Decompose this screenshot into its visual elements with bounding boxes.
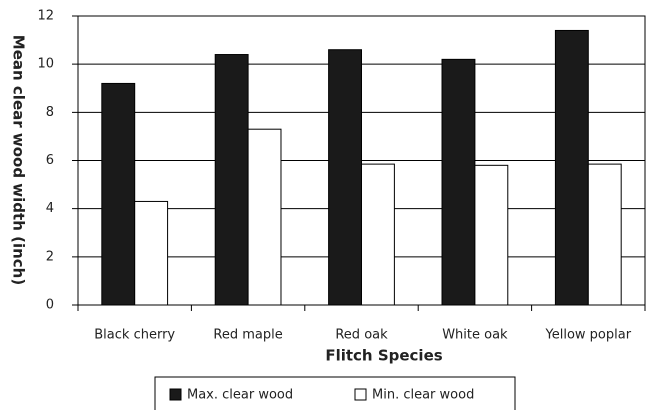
x-tick-label: Yellow poplar [545, 328, 632, 343]
legend-swatch [169, 388, 182, 401]
legend-label: Max. clear wood [187, 388, 293, 403]
y-axis-title: Mean clear wood width (inch) [10, 35, 28, 285]
bar [587, 163, 622, 306]
bar [361, 163, 395, 306]
y-tick-label: 2 [46, 249, 54, 264]
y-tick-label: 4 [46, 201, 54, 216]
y-tick-label: 10 [37, 57, 54, 72]
x-axis-title: Flitch Species [325, 347, 442, 365]
x-tick-label: White oak [442, 328, 508, 343]
bar [474, 164, 509, 306]
bar [247, 128, 282, 306]
y-tick-label: 6 [46, 153, 54, 168]
bar [134, 200, 169, 306]
bar [554, 29, 589, 306]
legend-swatch [354, 388, 367, 401]
x-tick-label: Red maple [213, 328, 282, 343]
y-tick-label: 0 [46, 298, 54, 313]
y-tick-label: 12 [37, 9, 54, 24]
bar [101, 82, 136, 306]
bar [214, 54, 249, 306]
legend-label: Min. clear wood [372, 388, 474, 403]
legend-box [154, 376, 516, 410]
y-tick-label: 8 [46, 105, 54, 120]
bar [441, 58, 476, 306]
bar [328, 49, 363, 306]
x-tick-label: Black cherry [94, 328, 175, 343]
x-tick-label: Red oak [335, 328, 388, 343]
